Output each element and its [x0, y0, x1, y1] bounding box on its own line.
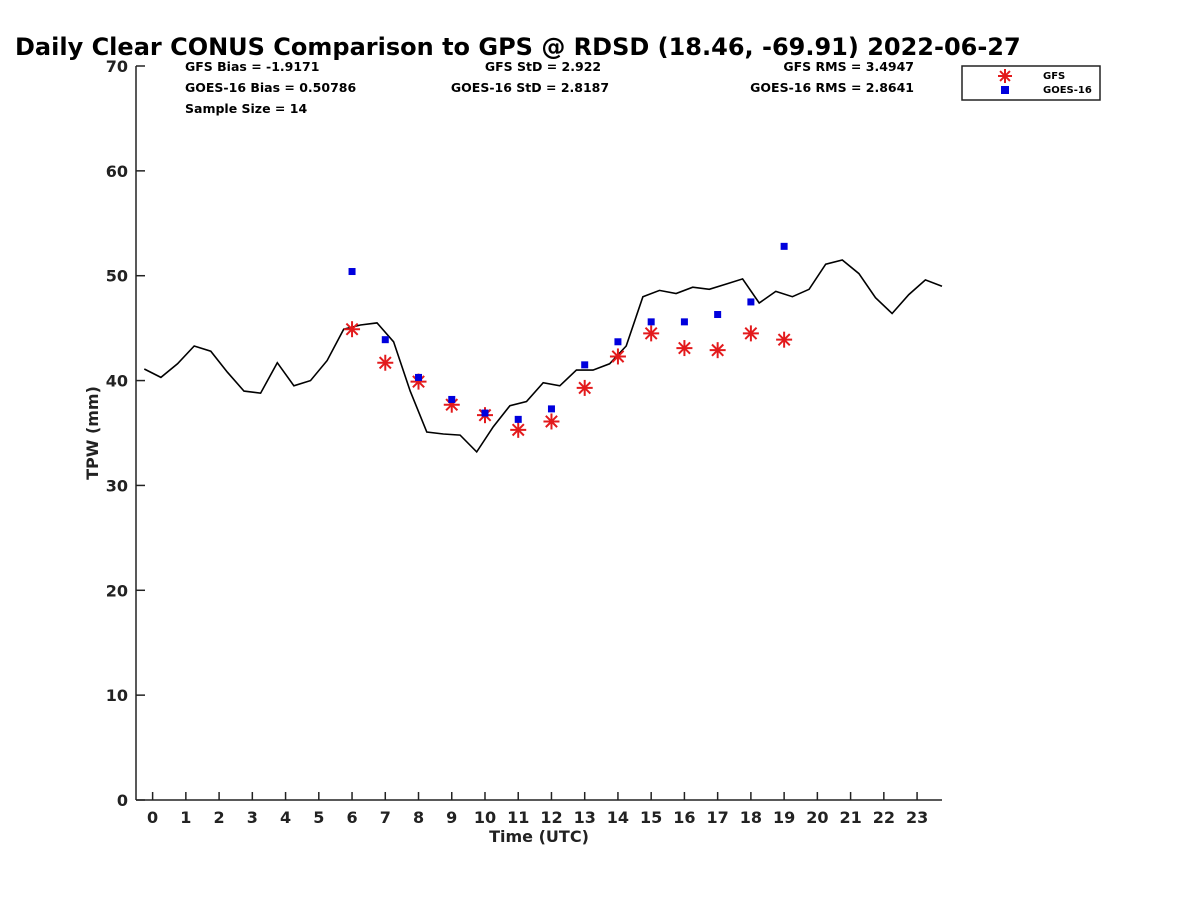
gfs-point: [776, 331, 793, 348]
x-axis-label: Time (UTC): [489, 827, 589, 846]
asterisk-stroke: [412, 375, 425, 388]
x-tick-label: 2: [214, 808, 225, 827]
legend-gfs-asterisk: [998, 69, 1012, 83]
x-tick-label: 9: [446, 808, 457, 827]
x-tick-label: 6: [346, 808, 357, 827]
x-tick-label: 23: [906, 808, 928, 827]
y-tick-label: 40: [106, 372, 128, 391]
gfs-point: [510, 421, 527, 438]
y-tick-label: 0: [117, 791, 128, 810]
goes16-point: [514, 415, 522, 423]
goes16-point: [747, 298, 755, 306]
asterisk-stroke: [345, 322, 359, 336]
x-tick-label: 14: [607, 808, 629, 827]
goes16-point: [415, 373, 423, 381]
x-tick-label: 8: [413, 808, 424, 827]
goes16-point: [714, 311, 722, 319]
goes16-point: [448, 395, 456, 403]
asterisk-stroke: [644, 327, 658, 340]
y-tick-label: 10: [106, 686, 128, 705]
gfs-point: [709, 342, 726, 359]
gfs-point: [543, 413, 560, 430]
goes16-point: [680, 318, 688, 326]
asterisk-stroke: [777, 333, 791, 347]
asterisk-stroke: [611, 350, 625, 363]
gfs-point: [742, 325, 759, 342]
series-layer: [143, 242, 943, 454]
x-tick-label: 19: [773, 808, 795, 827]
x-tick-label: 12: [540, 808, 562, 827]
legend: GFS GOES-16: [961, 65, 1101, 101]
x-tick-label: 15: [640, 808, 662, 827]
goes16-point: [614, 338, 622, 346]
x-tick-label: 13: [574, 808, 596, 827]
legend-box: [961, 65, 1101, 101]
x-tick-label: 7: [380, 808, 391, 827]
asterisk-stroke: [445, 398, 459, 412]
x-tick-label: 11: [507, 808, 529, 827]
x-tick-label: 0: [147, 808, 158, 827]
goes-bias-text: GOES-16 Bias = 0.50786: [185, 80, 356, 95]
asterisk-stroke: [678, 341, 691, 355]
gfs-std-text: GFS StD = 2.922: [485, 59, 601, 74]
legend-goes-marker: [1001, 86, 1009, 94]
x-tick-label: 17: [707, 808, 729, 827]
stats-block: GFS Bias = -1.9171 GOES-16 Bias = 0.5078…: [185, 59, 914, 116]
gfs-point: [643, 325, 660, 342]
goes16-point: [481, 409, 489, 417]
goes16-point: [780, 242, 788, 250]
x-tick-label: 1: [180, 808, 191, 827]
gfs-rms-text: GFS RMS = 3.4947: [783, 59, 914, 74]
x-tick-label: 10: [474, 808, 496, 827]
x-tick-label: 4: [280, 808, 291, 827]
gfs-point: [377, 354, 394, 371]
goes-rms-text: GOES-16 RMS = 2.8641: [750, 80, 914, 95]
legend-gfs-label: GFS: [1043, 71, 1065, 82]
asterisk-stroke: [744, 327, 758, 340]
gfs-bias-text: GFS Bias = -1.9171: [185, 59, 319, 74]
asterisk-stroke: [999, 70, 1011, 82]
x-tick-label: 16: [673, 808, 695, 827]
goes16-point: [581, 361, 589, 369]
y-axis-label: TPW (mm): [83, 386, 102, 480]
chart-title: Daily Clear CONUS Comparison to GPS @ RD…: [15, 33, 1021, 61]
x-tick-label: 21: [839, 808, 861, 827]
y-tick-label: 30: [106, 476, 128, 495]
asterisk-stroke: [378, 356, 392, 370]
x-tick-label: 20: [806, 808, 828, 827]
x-tick-label: 5: [313, 808, 324, 827]
asterisk-stroke: [511, 423, 525, 437]
goes16-point: [381, 336, 389, 344]
y-ticks: 0 10 20 30 40 50 60 70: [106, 57, 145, 810]
gfs-point: [609, 348, 626, 365]
x-tick-label: 22: [873, 808, 895, 827]
goes16-point: [547, 405, 555, 413]
gfs-point: [676, 340, 693, 357]
legend-goes-label: GOES-16: [1043, 85, 1092, 96]
asterisk-stroke: [545, 415, 558, 428]
legend-gfs-marker: [998, 69, 1012, 83]
y-tick-label: 60: [106, 162, 128, 181]
goes16-point: [647, 318, 655, 326]
asterisk-stroke: [711, 343, 725, 357]
x-tick-label: 18: [740, 808, 762, 827]
y-tick-label: 20: [106, 581, 128, 600]
gps-tpw-line: [143, 259, 943, 454]
gfs-point: [344, 321, 361, 338]
x-tick-label: 3: [247, 808, 258, 827]
sample-size-text: Sample Size = 14: [185, 101, 307, 116]
x-ticks: 0 1 2 3 4 5 6 7 8 9 10 11 12 13 14 15 16 17 18 19 20 21 22 23: [147, 792, 928, 827]
asterisk-stroke: [578, 381, 592, 395]
goes16-point: [348, 268, 356, 276]
y-tick-label: 70: [106, 57, 128, 76]
goes-std-text: GOES-16 StD = 2.8187: [451, 80, 609, 95]
gfs-point: [576, 379, 593, 396]
y-tick-label: 50: [106, 267, 128, 286]
